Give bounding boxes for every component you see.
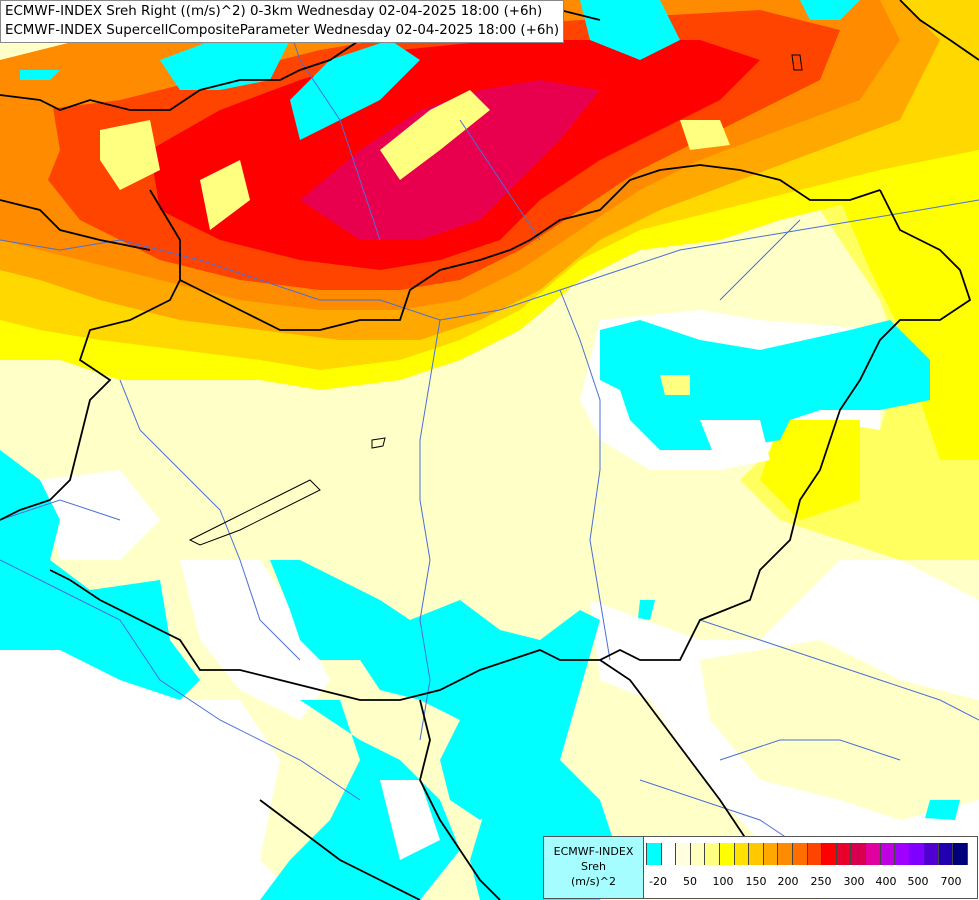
legend-tick-label: 200 [777, 875, 799, 888]
legend-swatch [734, 843, 750, 865]
legend-source: ECMWF-INDEX [553, 845, 634, 858]
legend-variable: Sreh [580, 860, 606, 873]
legend-ticks: -20 50 100 150 200 250 300 400 500 700 [646, 875, 968, 891]
legend-swatch [719, 843, 735, 865]
title-line-1: ECMWF-INDEX Sreh Right ((m/s)^2) 0-3km W… [5, 4, 543, 19]
legend-swatch [792, 843, 808, 865]
legend-swatch [909, 843, 925, 865]
legend-swatch [676, 843, 691, 865]
legend-swatch [807, 843, 823, 865]
cyan-blob-east [600, 320, 930, 450]
legend-swatches [646, 843, 969, 865]
legend-swatch [938, 843, 954, 865]
cyan-center-south [270, 560, 600, 820]
legend-tick-label: -20 [649, 875, 667, 888]
legend-swatch [895, 843, 910, 865]
legend-tick-label: 150 [745, 875, 767, 888]
color-legend: ECMWF-INDEX Sreh (m/s)^2 -20 50 100 150 200 2… [543, 836, 978, 899]
legend-tick-label: 500 [907, 875, 929, 888]
legend-swatch [763, 843, 779, 865]
legend-swatch [778, 843, 793, 865]
legend-swatch [865, 843, 881, 865]
title-line-2: ECMWF-INDEX SupercellCompositeParameter … [5, 23, 560, 38]
legend-tick-label: 400 [875, 875, 897, 888]
legend-tick-label: 250 [810, 875, 832, 888]
yellow-band-right [740, 170, 979, 560]
legend-swatch [924, 843, 939, 865]
legend-tick-label: 700 [940, 875, 962, 888]
legend-swatch [880, 843, 896, 865]
legend-tick-label: 100 [712, 875, 734, 888]
legend-swatch [822, 843, 837, 865]
cyan-blob-hole [660, 375, 690, 395]
legend-unit: (m/s)^2 [571, 875, 616, 888]
legend-tick-label: 300 [843, 875, 865, 888]
cyan-west [0, 450, 200, 700]
map-title: ECMWF-INDEX Sreh Right ((m/s)^2) 0-3km W… [0, 0, 565, 43]
cyan-zones-top [20, 0, 860, 140]
legend-label: ECMWF-INDEX Sreh (m/s)^2 [544, 837, 644, 898]
legend-swatch [836, 843, 852, 865]
legend-swatch [661, 843, 677, 865]
lakes [188, 54, 803, 546]
legend-swatch [953, 843, 969, 865]
legend-tick-label: 50 [683, 875, 697, 888]
legend-swatch [690, 843, 706, 865]
legend-swatch [705, 843, 720, 865]
legend-swatch [749, 843, 764, 865]
legend-swatch [851, 843, 866, 865]
legend-swatch [646, 843, 662, 865]
warm-band-holes [100, 90, 730, 230]
yellow-lower-right [700, 640, 979, 820]
